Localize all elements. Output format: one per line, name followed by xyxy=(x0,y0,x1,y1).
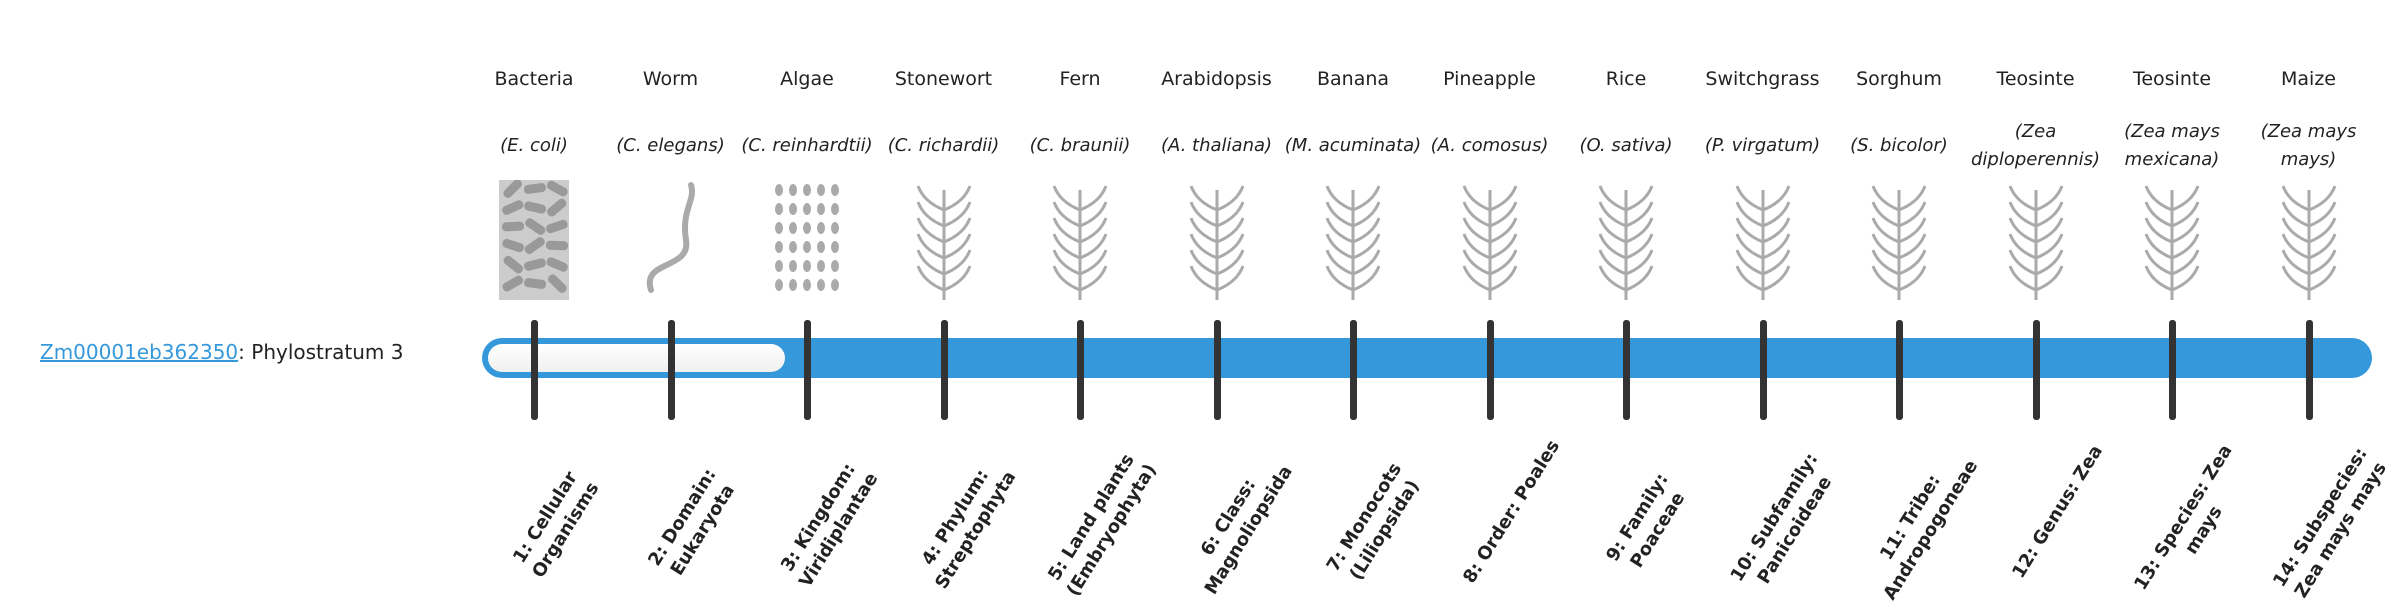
species-text: (Zea mays mays) xyxy=(2260,121,2357,170)
stratum-tick xyxy=(940,320,948,420)
stratum-tick xyxy=(1896,320,1903,420)
organism-species-name: (Zea mays mays) xyxy=(2239,118,2379,174)
sorghum-icon xyxy=(1829,176,1969,300)
stratum-label: 1: Cellular Organisms xyxy=(508,467,604,582)
gene-id-link[interactable]: Zm00001eb362350 xyxy=(40,340,239,364)
species-text: (C. richardii) xyxy=(887,135,1000,156)
stratum-label: 9: Family: Poaceae xyxy=(1602,469,1690,572)
stratum-label: 12: Genus: Zea xyxy=(2007,441,2107,583)
organism-common-name: Teosinte xyxy=(1996,68,2075,90)
organism-common-name: Teosinte xyxy=(2132,68,2212,90)
maize-icon xyxy=(2239,176,2379,300)
species-text: (O. sativa) xyxy=(1579,135,1673,156)
phylostratum-text: : Phylostratum 3 xyxy=(238,340,404,364)
species-text: (S. bicolor) xyxy=(1850,135,1948,156)
bacteria-icon xyxy=(464,176,604,300)
stratum-tick xyxy=(667,320,675,420)
stratum-tick xyxy=(1077,320,1084,420)
organism-common-name: Sorghum xyxy=(1856,68,1942,90)
stratum-tick xyxy=(804,320,811,420)
organism-common-name: Maize xyxy=(2281,68,2336,90)
species-text: (M. acuminata) xyxy=(1284,135,1422,156)
species-text: (Zea diploperennis) xyxy=(1970,121,2101,170)
teosinte-icon xyxy=(1966,176,2106,300)
stratum-label: 13: Species: Zea mays xyxy=(2130,440,2237,594)
organism-species-name: (Zea diploperennis) xyxy=(1966,118,2106,174)
stratum-label: 3: Kingdom: Viridiplantae xyxy=(776,459,883,592)
organism-common-name: Pineapple xyxy=(1443,68,1536,90)
stratum-tick xyxy=(1623,320,1630,420)
species-text: (C. braunii) xyxy=(1029,135,1131,156)
stratum-label: 5: Land plants (Embryophyta) xyxy=(1044,450,1161,600)
stratum-label: 11: Tribe: Andropogoneae xyxy=(1876,456,1983,604)
stratum-label: 7: Monocots (Liliopsida) xyxy=(1322,459,1424,584)
organism-common-name: Switchgrass xyxy=(1705,68,1820,90)
banana-icon xyxy=(1283,176,1423,300)
stratum-label: 2: Domain: Eukaryota xyxy=(643,465,739,580)
algae-icon xyxy=(737,176,877,300)
organism-species-name: (C. richardii) xyxy=(874,118,1014,174)
organism-species-name: (M. acuminata) xyxy=(1283,118,1423,174)
organism-common-name: Bacteria xyxy=(494,68,574,90)
organism-species-name: (C. reinhardtii) xyxy=(737,118,877,174)
stratum-tick xyxy=(1350,320,1357,420)
fern-icon xyxy=(1010,176,1150,300)
stratum-tick xyxy=(1759,320,1767,420)
worm-icon xyxy=(601,176,741,300)
stratum-tick xyxy=(1486,320,1494,420)
organism-species-name: (C. elegans) xyxy=(601,118,741,174)
stratum-tick xyxy=(531,320,538,420)
organism-species-name: (A. thaliana) xyxy=(1147,118,1287,174)
gene-label: Zm00001eb362350: Phylostratum 3 xyxy=(40,340,403,364)
organism-common-name: Worm xyxy=(642,68,699,90)
species-text: (P. virgatum) xyxy=(1704,135,1821,156)
species-text: (A. thaliana) xyxy=(1160,135,1273,156)
teosinte-icon xyxy=(2102,176,2242,300)
phylostratum-bar xyxy=(482,338,2372,378)
organism-common-name: Fern xyxy=(1059,68,1101,90)
arabidopsis-icon xyxy=(1147,176,1287,300)
organism-species-name: (P. virgatum) xyxy=(1693,118,1833,174)
switchgrass-icon xyxy=(1693,176,1833,300)
species-text: (Zea mays mexicana) xyxy=(2124,121,2220,170)
species-text: (A. comosus) xyxy=(1430,135,1549,156)
rice-icon xyxy=(1556,176,1696,300)
stratum-label: 6: Class: Magnoliopsida xyxy=(1196,461,1297,599)
organism-species-name: (E. coli) xyxy=(464,118,604,174)
stratum-tick xyxy=(2032,320,2040,420)
organism-common-name: Stonewort xyxy=(894,68,993,90)
species-text: (C. elegans) xyxy=(616,135,725,156)
organism-common-name: Arabidopsis xyxy=(1161,68,1272,90)
stratum-tick xyxy=(2169,320,2176,420)
organism-species-name: (A. comosus) xyxy=(1420,118,1560,174)
organism-common-name: Algae xyxy=(780,68,834,90)
stratum-tick xyxy=(2305,320,2313,420)
stonewort-icon xyxy=(874,176,1014,300)
species-text: (C. reinhardtii) xyxy=(741,135,873,156)
organism-common-name: Rice xyxy=(1605,68,1647,90)
organism-species-name: (C. braunii) xyxy=(1010,118,1150,174)
pineapple-icon xyxy=(1420,176,1560,300)
organism-common-name: Banana xyxy=(1316,68,1390,90)
organism-species-name: (Zea mays mexicana) xyxy=(2102,118,2242,174)
organism-species-name: (O. sativa) xyxy=(1556,118,1696,174)
organism-species-name: (S. bicolor) xyxy=(1829,118,1969,174)
stratum-label: 4: Phylum: Streptophyta xyxy=(917,465,1020,593)
stratum-tick xyxy=(1213,320,1221,420)
stratum-label: 14: Subspecies: Zea mays mays xyxy=(2268,443,2391,602)
species-text: (E. coli) xyxy=(500,135,568,156)
stratum-label: 8: Order: Poales xyxy=(1458,436,1564,588)
stratum-label: 10: Subfamily: Panicoideae xyxy=(1725,449,1836,588)
